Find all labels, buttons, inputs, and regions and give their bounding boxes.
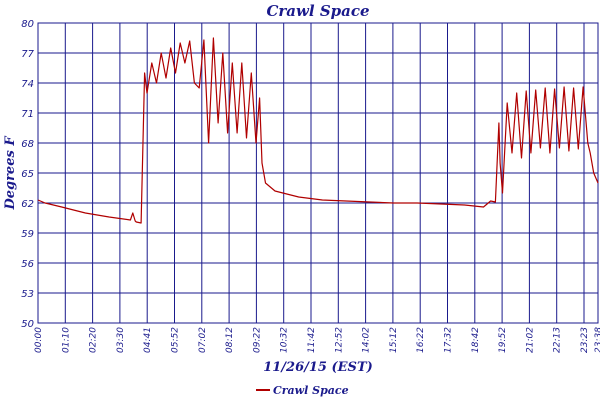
x-tick-label: 12:52 [334, 327, 344, 353]
series-line-crawl-space [37, 37, 599, 224]
x-tick-label: 02:20 [89, 327, 99, 353]
x-tick-label: 19:52 [498, 327, 508, 353]
y-tick-label: 50 [21, 319, 34, 330]
x-tick-label: 16:22 [416, 327, 426, 353]
legend-label: Crawl Space [273, 384, 349, 397]
x-tick-labels: 00:00 01:10 02:20 03:30 04:41 05:52 07:02 08:12… [34, 327, 600, 353]
plot-border [37, 22, 599, 324]
y-tick-label: 56 [21, 259, 34, 270]
x-tick-label: 17:32 [444, 327, 454, 353]
x-tick-label: 00:00 [34, 327, 44, 353]
x-tick-label: 09:22 [252, 327, 262, 353]
x-axis-label: 11/26/15 (EST) [263, 360, 373, 375]
x-tick-label: 07:02 [198, 327, 208, 353]
x-tick-label: 05:52 [171, 327, 181, 353]
y-tick-label: 65 [21, 169, 34, 180]
y-tick-label: 62 [21, 199, 34, 210]
x-tick-label: 03:30 [116, 327, 126, 353]
y-tick-label: 80 [21, 19, 34, 30]
y-tick-label: 74 [21, 79, 34, 90]
y-tick-label: 77 [21, 49, 34, 60]
y-axis-label: Degrees F [3, 136, 18, 211]
x-tick-label: 15:12 [389, 327, 399, 353]
y-tick-label: 71 [21, 109, 34, 120]
y-tick-label: 68 [21, 139, 34, 150]
y-tick-label: 59 [21, 229, 34, 240]
series-layer [37, 37, 599, 224]
x-tick-label: 22:13 [553, 327, 563, 353]
x-tick-label: 04:41 [143, 327, 153, 353]
x-tick-label: 14:02 [362, 327, 372, 353]
x-tick-label: 01:10 [61, 327, 71, 353]
x-tick-label: 21:02 [525, 327, 535, 353]
x-tick-label: 23:38 [594, 327, 600, 353]
x-tick-label: 10:32 [280, 327, 290, 353]
x-tick-label: 23:23 [580, 327, 590, 353]
x-tick-label: 08:12 [225, 327, 235, 353]
x-tick-label: 18:42 [471, 327, 481, 353]
x-tick-label: 11:42 [307, 327, 317, 353]
grid [37, 22, 599, 324]
y-tick-labels: 50 53 56 59 62 65 68 71 74 77 80 [21, 19, 34, 330]
legend: Crawl Space [256, 384, 349, 397]
chart-title: Crawl Space [266, 2, 369, 20]
y-tick-label: 53 [21, 289, 34, 300]
